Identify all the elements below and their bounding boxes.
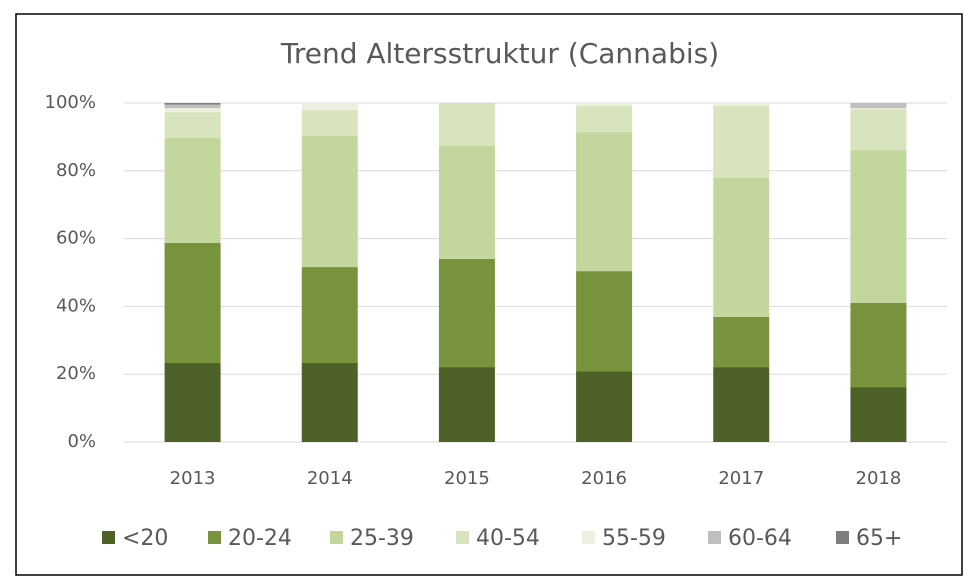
y-tick-label: 0% <box>67 431 96 452</box>
bar-segment <box>438 258 495 368</box>
bar-segment <box>164 243 221 364</box>
legend-label: 40-54 <box>476 526 540 551</box>
legend-label: 55-59 <box>602 526 666 551</box>
y-tick-label: 100% <box>45 92 96 113</box>
bar-segment <box>164 108 221 113</box>
x-tick-label: 2013 <box>170 468 216 489</box>
legend-swatch <box>208 531 221 544</box>
bar-segment <box>164 112 221 138</box>
bar-segment <box>576 132 633 272</box>
bar-segment <box>850 109 907 151</box>
bar-segment <box>301 103 358 111</box>
bar-segment <box>713 106 770 178</box>
bar-segment <box>850 103 907 109</box>
x-tick-label: 2014 <box>307 468 353 489</box>
legend-swatch <box>708 531 721 544</box>
legend-label: <20 <box>122 526 168 551</box>
legend-label: 25-39 <box>350 526 414 551</box>
bar-segment <box>850 108 907 110</box>
y-tick-label: 80% <box>56 160 96 181</box>
x-tick-label: 2015 <box>444 468 490 489</box>
legend-swatch <box>582 531 595 544</box>
bar-segment <box>438 103 495 147</box>
bar-segment <box>713 316 770 368</box>
bar-segment <box>301 110 358 136</box>
x-tick-label: 2018 <box>856 468 902 489</box>
legend-swatch <box>456 531 469 544</box>
chart-title: Trend Altersstruktur (Cannabis) <box>280 37 719 70</box>
y-tick-label: 40% <box>56 295 96 316</box>
legend-label: 60-64 <box>728 526 792 551</box>
bar-segment <box>164 104 221 109</box>
bar-segment <box>850 150 907 304</box>
bar-segment <box>164 137 221 244</box>
bar-segment <box>576 103 633 107</box>
bar-segment <box>576 106 633 133</box>
bar-segment <box>438 367 495 442</box>
legend-swatch <box>102 531 115 544</box>
legend-label: 20-24 <box>228 526 292 551</box>
bar-segment <box>164 103 221 105</box>
bar-segment <box>850 387 907 442</box>
legend-swatch <box>836 531 849 544</box>
bar-segment <box>576 271 633 372</box>
legend-swatch <box>330 531 343 544</box>
bar-segment <box>438 146 495 259</box>
bar-segment <box>301 135 358 268</box>
bar-segment <box>164 363 221 442</box>
bar-segment <box>713 177 770 317</box>
bar-segment <box>713 367 770 442</box>
bar-segment <box>576 371 633 442</box>
y-tick-label: 20% <box>56 363 96 384</box>
x-tick-label: 2016 <box>581 468 627 489</box>
bar-segment <box>301 267 358 364</box>
legend-label: 65+ <box>856 526 902 551</box>
y-tick-label: 60% <box>56 228 96 249</box>
bar-segment <box>850 303 907 388</box>
bar-segment <box>301 363 358 442</box>
bar-segment <box>713 103 770 107</box>
x-tick-label: 2017 <box>718 468 764 489</box>
